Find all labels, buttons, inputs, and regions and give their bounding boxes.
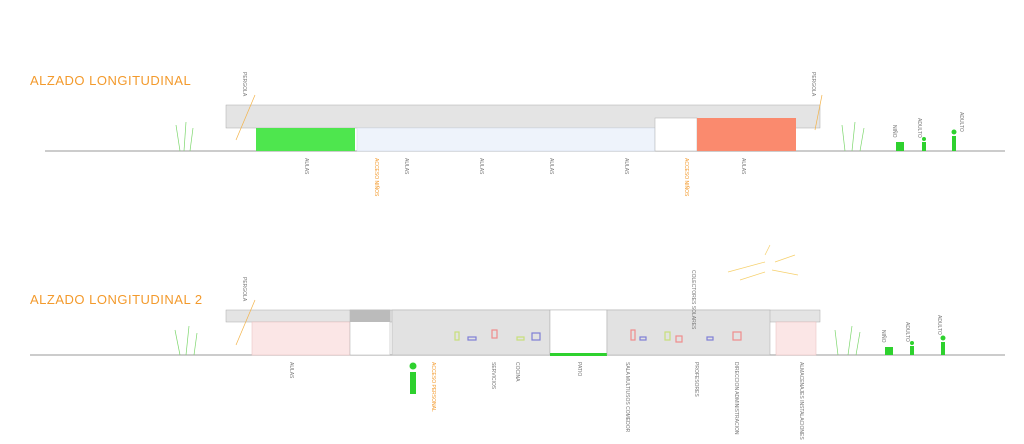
room-label: SALA MULTIUSOS COMEDOR — [624, 362, 630, 433]
room-label: SERVICIOS — [490, 362, 496, 390]
elevation-1 — [45, 94, 1005, 152]
room-label: AULAS — [303, 158, 309, 175]
people-label: ADULTO — [958, 112, 964, 132]
pergola-label: PERGOLA — [241, 277, 247, 302]
room-label: DIRECCION ADMINISTRACION — [733, 362, 739, 435]
people-label: ADULTO — [936, 315, 942, 335]
pergola-label: PERGOLA — [241, 72, 247, 97]
solar-label: COLECTORES SOLARES — [690, 270, 696, 330]
room-label: COCINA — [514, 362, 520, 382]
pergola-label: PERGOLA — [810, 72, 816, 97]
people-label: NIÑO — [891, 125, 898, 138]
room-label: AULAS — [548, 158, 554, 175]
room-label: PROFESORES — [693, 362, 699, 397]
room-label: ALMACENAJES INSTALACIONES — [798, 362, 804, 440]
people-label: NIÑO — [880, 330, 887, 343]
room-label: AULAS — [740, 158, 746, 175]
elevation-title: ALZADO LONGITUDINAL 2 — [30, 292, 203, 307]
room-label: ACCESO PERSONAL — [430, 362, 436, 412]
people-label: ADULTO — [916, 118, 922, 138]
elevation-title: ALZADO LONGITUDINAL — [30, 73, 191, 88]
elevation-2 — [30, 244, 1005, 394]
room-label: PATIO — [576, 362, 582, 376]
room-label: AULAS — [403, 158, 409, 175]
people-label: ADULTO — [904, 322, 910, 342]
room-label: AULAS — [623, 158, 629, 175]
room-label: ACCESO NIÑOS — [373, 158, 380, 197]
room-label: ACCESO NIÑOS — [683, 158, 690, 197]
room-label: AULAS — [288, 362, 294, 379]
room-label: AULAS — [478, 158, 484, 175]
